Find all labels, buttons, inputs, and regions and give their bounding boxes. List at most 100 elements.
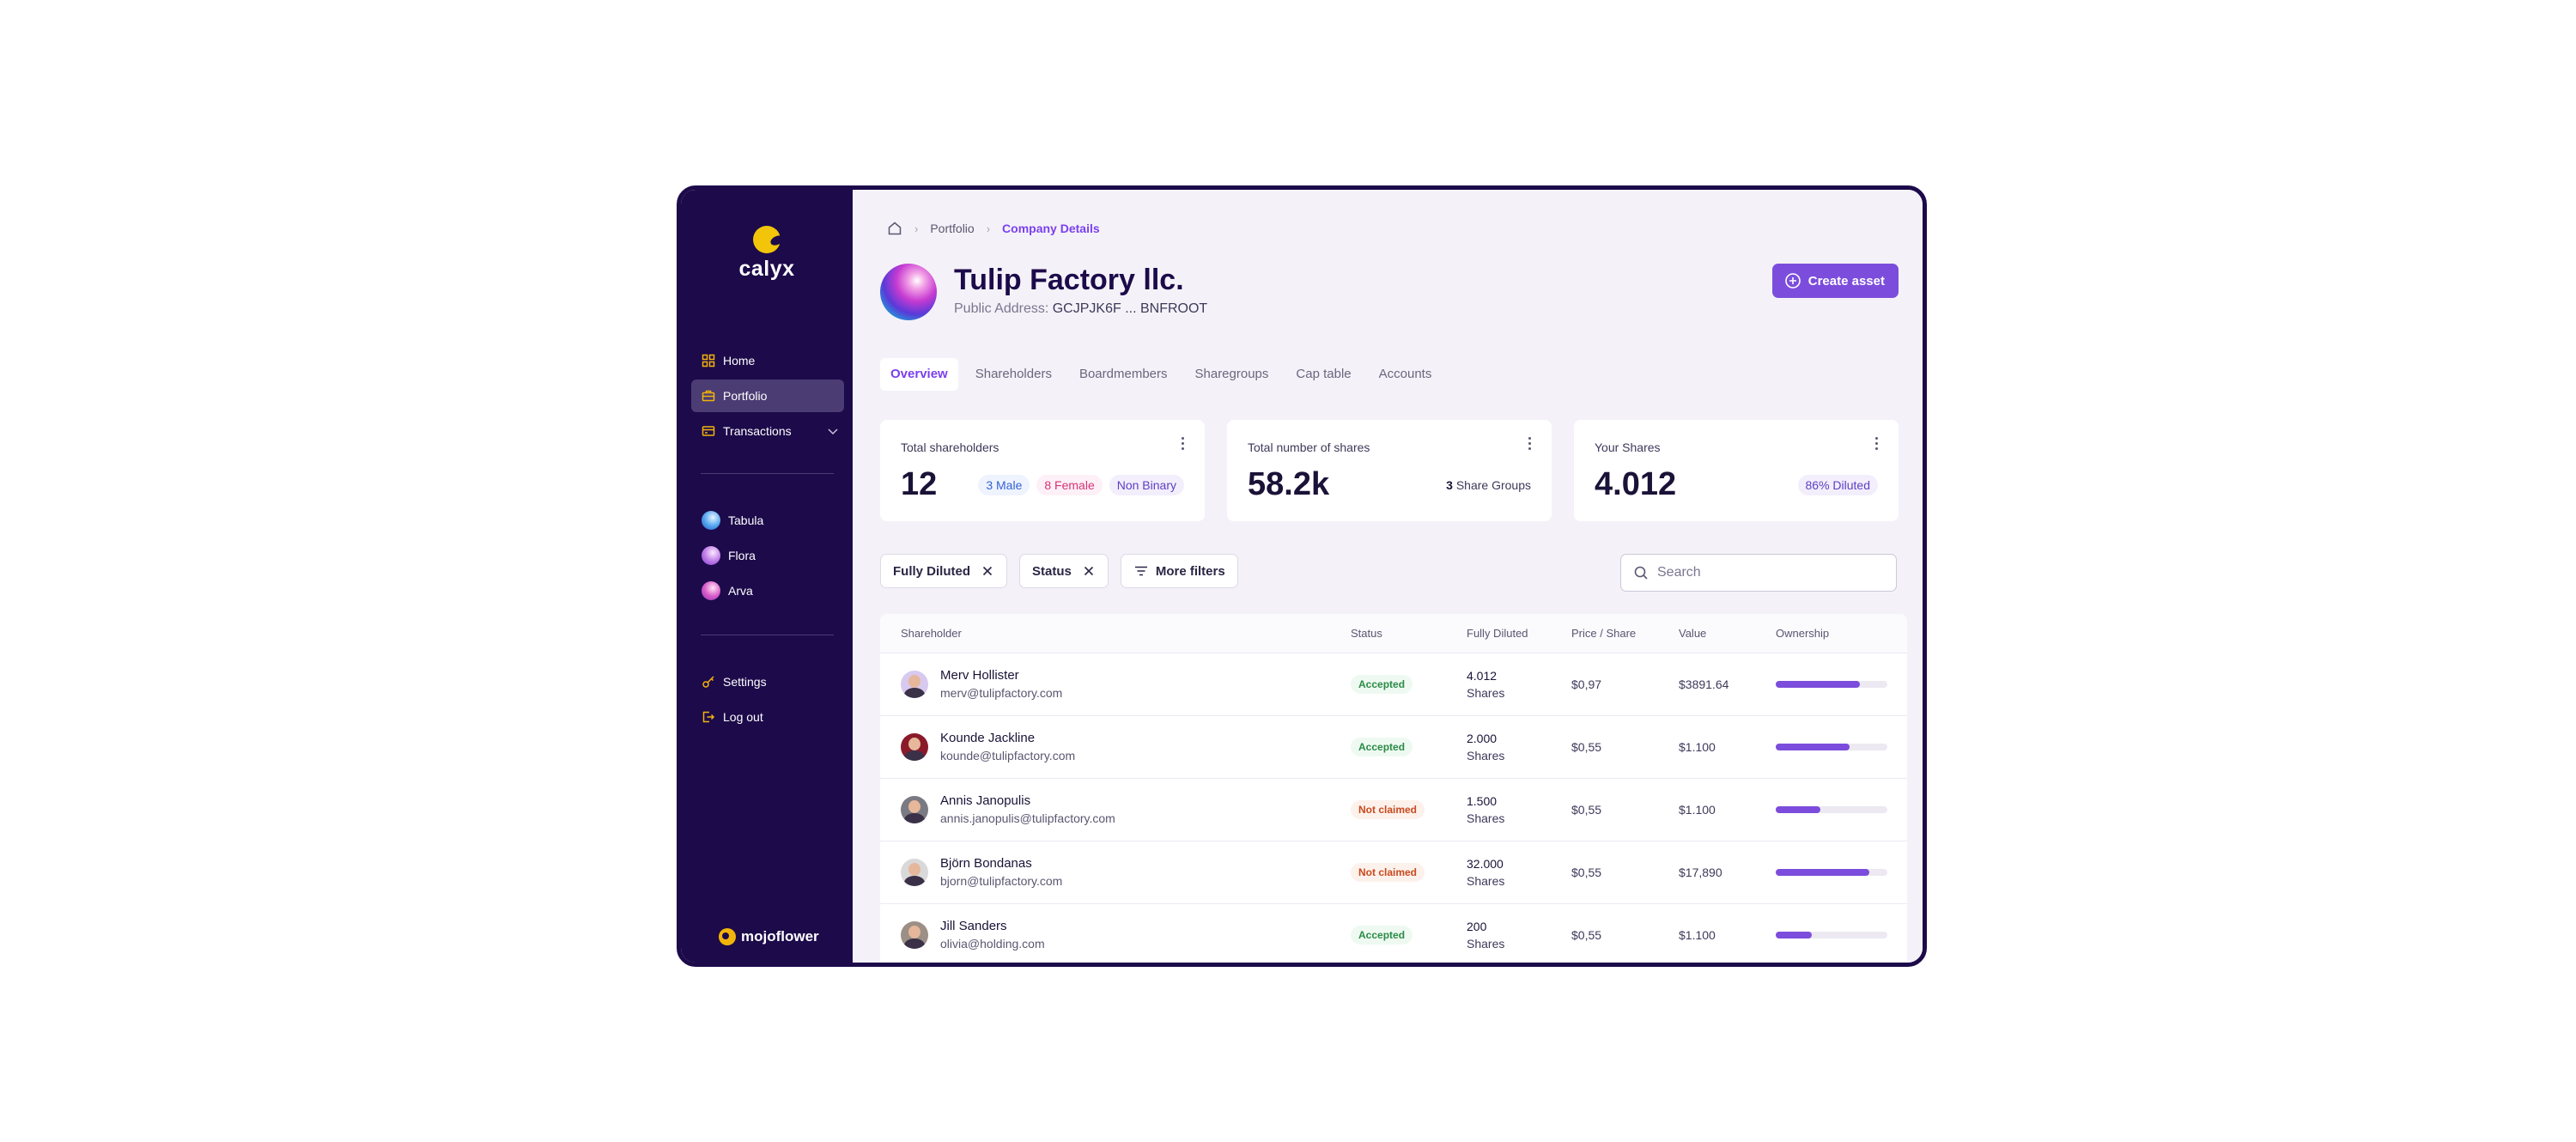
fully-diluted-cell: 200 Shares — [1467, 918, 1571, 952]
grid-icon — [702, 354, 715, 368]
address-label: Public Address: — [954, 301, 1049, 316]
shareholder-info: Jill Sanders olivia@holding.com — [940, 918, 1045, 952]
ownership-cell — [1776, 744, 1907, 750]
nav-item-home[interactable]: Home — [691, 344, 844, 377]
shareholder-name[interactable]: Björn Bondanas — [940, 856, 1032, 871]
status-cell: Not claimed — [1351, 863, 1467, 882]
avatar — [901, 671, 928, 698]
company-label: Arva — [728, 584, 753, 598]
tab-shareholders[interactable]: Shareholders — [975, 367, 1052, 381]
shares-count: 2.000 — [1467, 732, 1498, 745]
status-badge: Accepted — [1351, 926, 1413, 945]
table-row[interactable]: Jill Sanders olivia@holding.com Accepted 20… — [880, 904, 1907, 963]
col-ownership[interactable]: Ownership — [1776, 627, 1830, 640]
home-icon[interactable] — [887, 221, 902, 236]
tab-boardmembers[interactable]: Boardmembers — [1078, 367, 1168, 381]
search-box[interactable] — [1620, 554, 1897, 592]
company-label: Tabula — [728, 513, 764, 527]
search-input[interactable] — [1657, 565, 1880, 580]
tab-sharegroups[interactable]: Sharegroups — [1194, 367, 1269, 381]
stat-card-shares: Total number of shares 58.2k 3 Share Gro… — [1227, 420, 1552, 521]
filter-status[interactable]: Status — [1019, 554, 1109, 588]
filter-fully-diluted[interactable]: Fully Diluted — [880, 554, 1007, 588]
value-cell: $17,890 — [1679, 866, 1722, 879]
chevron-right-icon: › — [914, 222, 919, 235]
col-value[interactable]: Value — [1679, 627, 1707, 640]
card-icon — [702, 424, 715, 438]
price-cell: $0,97 — [1571, 677, 1602, 691]
avatar — [901, 733, 928, 761]
nav-item-label: Log out — [723, 710, 763, 724]
table-header: Shareholder Status Fully Diluted Price /… — [880, 614, 1907, 653]
chevron-down-icon[interactable] — [827, 425, 839, 437]
nav-item-portfolio[interactable]: Portfolio — [691, 380, 844, 412]
company-item-arva[interactable]: Arva — [691, 574, 844, 607]
filter-label: More filters — [1155, 563, 1225, 579]
nav-item-logout[interactable]: Log out — [691, 701, 844, 733]
col-fully-diluted[interactable]: Fully Diluted — [1467, 627, 1528, 640]
stats-cards: Total shareholders 12 3 Male 8 Female No… — [880, 420, 1899, 521]
company-item-tabula[interactable]: Tabula — [691, 504, 844, 537]
shareholder-email: annis.janopulis@tulipfactory.com — [940, 811, 1115, 825]
more-vertical-icon[interactable] — [1874, 437, 1880, 453]
table-row[interactable]: Kounde Jackline kounde@tulipfactory.com Ac… — [880, 716, 1907, 779]
table-row[interactable]: Björn Bondanas bjorn@tulipfactory.com Not … — [880, 841, 1907, 904]
shareholder-name[interactable]: Jill Sanders — [940, 919, 1007, 933]
fully-diluted-cell: 4.012 Shares — [1467, 667, 1571, 702]
col-price-share[interactable]: Price / Share — [1571, 627, 1637, 640]
shares-count: 32.000 — [1467, 857, 1504, 871]
breadcrumb-portfolio[interactable]: Portfolio — [930, 222, 975, 235]
filter-label: Status — [1032, 563, 1072, 579]
company-item-flora[interactable]: Flora — [691, 539, 844, 572]
shareholder-email: merv@tulipfactory.com — [940, 686, 1063, 700]
sidebar: calyx Home Portfolio Transactions — [681, 190, 853, 963]
shareholder-name[interactable]: Merv Hollister — [940, 668, 1019, 683]
nav-item-label: Settings — [723, 675, 767, 689]
more-vertical-icon[interactable] — [1528, 437, 1533, 453]
ownership-bar — [1776, 869, 1887, 876]
company-address: Public Address: GCJPJK6F ... BNFROOT — [954, 301, 1207, 317]
shareholder-name[interactable]: Annis Janopulis — [940, 793, 1031, 808]
close-icon[interactable] — [1082, 564, 1096, 578]
create-asset-label: Create asset — [1807, 273, 1885, 289]
shareholder-info: Björn Bondanas bjorn@tulipfactory.com — [940, 855, 1062, 890]
shareholder-name[interactable]: Kounde Jackline — [940, 731, 1036, 745]
status-badge: Accepted — [1351, 738, 1413, 756]
close-icon[interactable] — [981, 564, 994, 578]
shares-label: Shares — [1467, 874, 1505, 888]
tab-overview[interactable]: Overview — [880, 358, 958, 391]
breadcrumb: › Portfolio › Company Details — [887, 221, 1100, 236]
create-asset-button[interactable]: Create asset — [1771, 264, 1899, 298]
more-filters-button[interactable]: More filters — [1120, 554, 1238, 588]
stat-card-your-shares: Your Shares 4.012 86% Diluted — [1574, 420, 1899, 521]
card-value: 12 — [901, 466, 938, 502]
more-vertical-icon[interactable] — [1181, 437, 1186, 453]
tab-accounts[interactable]: Accounts — [1378, 367, 1432, 381]
shareholder-info: Merv Hollister merv@tulipfactory.com — [940, 667, 1062, 702]
search-icon — [1634, 566, 1648, 580]
brand-logo[interactable]: calyx — [681, 226, 853, 282]
nav-item-transactions[interactable]: Transactions — [691, 415, 844, 447]
status-cell: Accepted — [1351, 926, 1467, 945]
value-cell: $1.100 — [1679, 928, 1716, 942]
col-status[interactable]: Status — [1351, 627, 1382, 640]
shareholder-cell: Merv Hollister merv@tulipfactory.com — [880, 667, 1351, 702]
filter-lines-icon — [1133, 563, 1149, 579]
tab-cap-table[interactable]: Cap table — [1296, 367, 1352, 381]
nav-item-settings[interactable]: Settings — [691, 665, 844, 698]
company-avatar — [880, 264, 937, 320]
card-title: Total shareholders — [901, 440, 999, 454]
card-value: 4.012 — [1595, 466, 1677, 502]
shareholders-table: Shareholder Status Fully Diluted Price /… — [880, 614, 1907, 963]
status-cell: Not claimed — [1351, 800, 1467, 819]
ownership-bar-fill — [1776, 932, 1812, 939]
diluted-pill-wrap: 86% Diluted — [1791, 475, 1878, 495]
flora-logo-icon — [702, 546, 720, 565]
footer-brand[interactable]: mojoflower — [719, 928, 819, 945]
shareholder-email: kounde@tulipfactory.com — [940, 749, 1076, 762]
shareholder-cell: Kounde Jackline kounde@tulipfactory.com — [880, 730, 1351, 764]
table-row[interactable]: Merv Hollister merv@tulipfactory.com Accep… — [880, 653, 1907, 716]
nav-item-label: Transactions — [723, 424, 792, 438]
col-shareholder[interactable]: Shareholder — [901, 627, 962, 640]
table-row[interactable]: Annis Janopulis annis.janopulis@tulipfact… — [880, 779, 1907, 841]
